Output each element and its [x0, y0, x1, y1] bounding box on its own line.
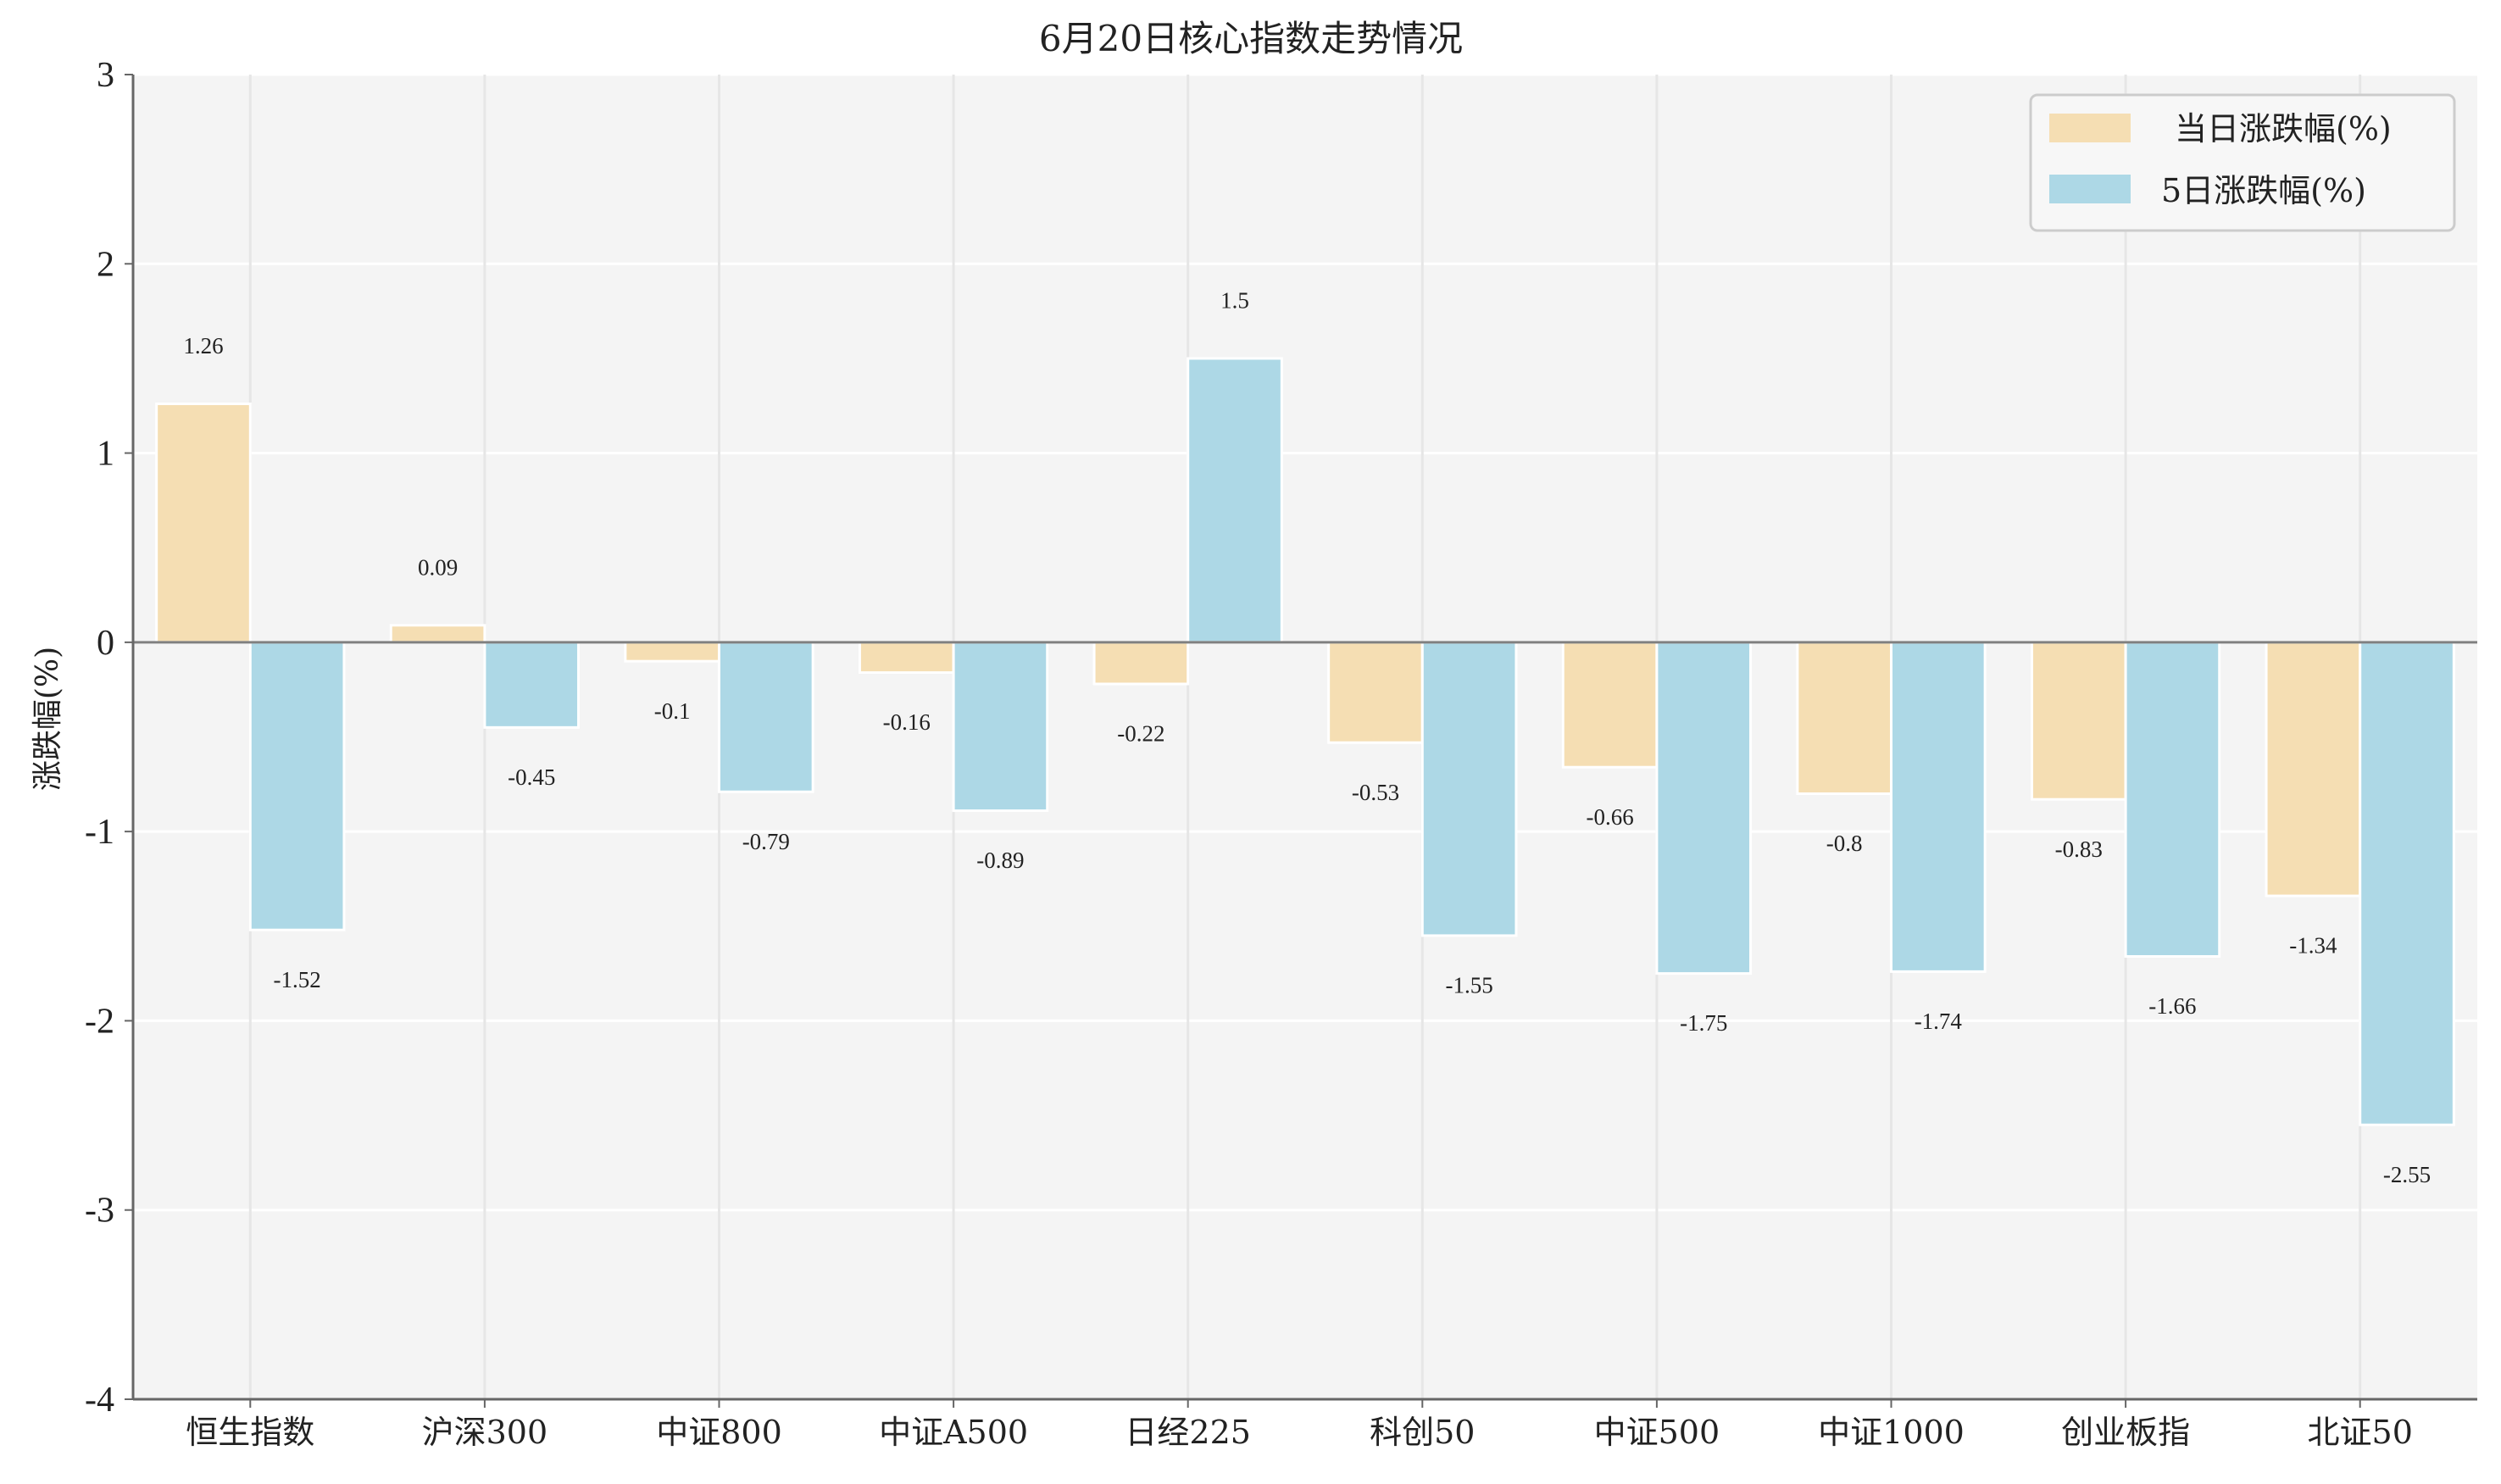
- bar-5day-8: [2124, 641, 2221, 959]
- chart-title: 6月20日核心指数走势情况: [1039, 18, 1463, 59]
- x-tick-label: 沪深300: [422, 1414, 548, 1451]
- legend-swatch-daily: [2049, 114, 2131, 142]
- data-label-5day-2: -0.79: [742, 829, 790, 854]
- bar-5day-5: [1420, 641, 1518, 937]
- data-label-daily-3: -0.16: [883, 709, 931, 735]
- data-label-daily-2: -0.1: [654, 698, 691, 724]
- bar-5day-4: [1187, 357, 1283, 644]
- bar-5day-7: [1890, 641, 1987, 973]
- x-ticks: 恒生指数 沪深300 中证800 中证A500 日经225 科创50 中证500 中证1000…: [186, 1399, 2413, 1451]
- data-label-5day-8: -1.66: [2148, 993, 2196, 1019]
- legend-swatch-5day: [2049, 175, 2131, 203]
- bar-5day-3: [952, 641, 1049, 813]
- x-tick-label: 恒生指数: [186, 1414, 314, 1451]
- data-label-5day-4: 1.5: [1220, 287, 1249, 313]
- data-label-daily-0: 1.26: [183, 333, 223, 358]
- bar-daily-1: [389, 624, 486, 644]
- legend: 当日涨跌幅(%) 5日涨跌幅(%): [2029, 93, 2456, 232]
- data-label-daily-8: -0.83: [2055, 836, 2103, 862]
- bar-5day-6: [1655, 641, 1753, 975]
- y-axis-label: 涨跌幅(%): [31, 647, 65, 791]
- x-tick-label: 日经225: [1125, 1414, 1251, 1451]
- data-label-5day-9: -2.55: [2383, 1162, 2431, 1187]
- bar-daily-5: [1327, 641, 1424, 744]
- y-tick-label: -2: [85, 1002, 114, 1041]
- bar-daily-4: [1092, 641, 1190, 686]
- legend-label-5day: 5日涨跌幅(%): [2161, 172, 2366, 209]
- data-label-5day-6: -1.75: [1680, 1010, 1727, 1036]
- bar-daily-7: [1796, 641, 1893, 795]
- bar-daily-2: [624, 641, 720, 663]
- bar-5day-0: [248, 641, 346, 931]
- y-tick-label: -4: [85, 1381, 114, 1420]
- bars-layer: [155, 357, 2455, 1126]
- legend-label-daily: 当日涨跌幅(%): [2175, 110, 2392, 147]
- y-tick-label: -1: [85, 813, 114, 852]
- y-ticks: 3 2 1 0 -1 -2 -3 -4: [85, 56, 133, 1420]
- data-label-5day-0: -1.52: [273, 967, 320, 992]
- y-tick-label: 0: [97, 624, 114, 663]
- data-label-daily-4: -0.22: [1117, 721, 1164, 747]
- legend-box: [2029, 93, 2456, 232]
- data-label-daily-1: 0.09: [418, 554, 458, 580]
- bar-daily-6: [1561, 641, 1659, 769]
- data-label-daily-7: -0.8: [1826, 831, 1863, 856]
- y-tick-label: -3: [85, 1192, 114, 1231]
- data-label-daily-6: -0.66: [1586, 804, 1633, 830]
- x-tick-label: 科创50: [1370, 1414, 1475, 1451]
- y-tick-label: 2: [97, 245, 114, 284]
- data-label-daily-9: -1.34: [2289, 933, 2337, 959]
- bar-daily-8: [2030, 641, 2127, 801]
- data-label-5day-7: -1.74: [1915, 1009, 1963, 1034]
- data-label-daily-5: -0.53: [1352, 780, 1399, 805]
- bar-5day-2: [718, 641, 814, 793]
- data-label-5day-3: -0.89: [976, 848, 1024, 873]
- bar-5day-9: [2359, 641, 2455, 1126]
- x-tick-label: 创业板指: [2061, 1414, 2190, 1451]
- x-tick-label: 中证1000: [1818, 1414, 1965, 1451]
- y-tick-label: 3: [97, 56, 114, 95]
- bar-daily-0: [155, 403, 252, 644]
- x-tick-label: 北证50: [2308, 1414, 2413, 1451]
- data-labels: 1.26 0.09 -0.1 -0.16 -0.22 -0.53 -0.66 -0.8 -0.8…: [183, 287, 2431, 1187]
- x-tick-label: 中证A500: [879, 1414, 1028, 1451]
- bar-5day-1: [483, 641, 581, 729]
- data-label-5day-5: -1.55: [1445, 973, 1492, 998]
- x-tick-label: 中证500: [1594, 1414, 1720, 1451]
- bar-daily-9: [2265, 641, 2362, 898]
- bar-daily-3: [858, 641, 955, 675]
- y-tick-label: 1: [97, 435, 114, 474]
- x-tick-label: 中证800: [656, 1414, 782, 1451]
- data-label-5day-1: -0.45: [508, 764, 555, 790]
